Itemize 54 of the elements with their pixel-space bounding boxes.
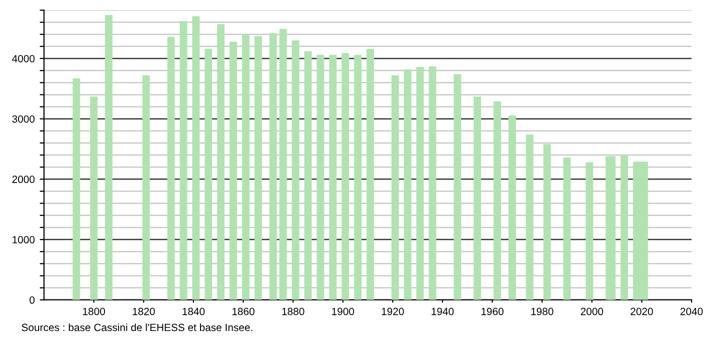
bar [105,15,113,300]
bar [416,66,424,300]
bar [391,75,399,300]
bar [269,33,277,300]
x-tick-label: 2000 [580,308,604,316]
bar [279,28,287,300]
y-tick-label: 4000 [12,54,35,62]
bar [230,42,238,300]
bar [428,66,436,300]
x-tick-label: 2040 [680,308,703,316]
x-tick-label: 1880 [282,308,304,316]
x-tick-label: 1800 [83,308,106,316]
bar [90,96,98,300]
bar [192,16,200,300]
x-tick-label: 1900 [332,308,354,316]
bar [354,54,362,300]
x-tick-label: 1840 [182,308,205,316]
bar [242,34,250,300]
bar [342,53,350,300]
y-tick-label: 2000 [12,176,35,184]
bar [454,74,462,300]
bar [586,162,594,300]
bar [167,36,175,300]
x-tick-label: 1980 [531,308,554,316]
y-tick-label: 1000 [12,236,35,244]
y-tick-label: 0 [30,296,35,304]
source-note: Sources : base Cassini de l'EHESS et base Insee. [22,323,252,332]
bar [508,115,516,300]
x-tick-label: 1860 [232,308,254,316]
bar [526,134,534,300]
bar [72,78,80,300]
bar [563,157,571,300]
bar [329,54,337,300]
bar [366,48,374,300]
bar [180,21,188,300]
bar [474,96,482,300]
bar [142,75,150,300]
bar [254,36,262,300]
x-tick-label: 1960 [482,308,504,316]
bar [620,155,628,300]
bar [292,40,300,300]
x-tick-label: 2020 [630,308,653,316]
x-tick-label: 1820 [132,308,155,316]
bar [316,54,324,300]
bar [204,48,212,300]
bar [494,101,502,300]
x-tick-label: 1920 [382,308,404,316]
bar [304,51,312,300]
x-tick-label: 1940 [432,308,454,316]
bar [608,156,616,300]
y-tick-label: 3000 [12,115,35,123]
bar [404,69,412,300]
bar [217,24,225,300]
bar [543,144,551,300]
